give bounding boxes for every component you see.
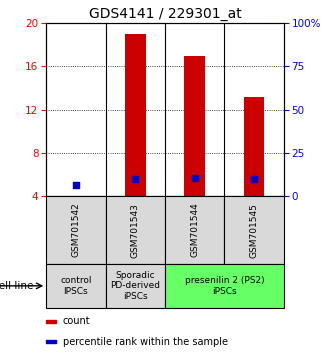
Bar [106,196,165,264]
Bar [46,340,56,343]
Bar [46,320,56,323]
Text: presenilin 2 (PS2)
iPSCs: presenilin 2 (PS2) iPSCs [184,276,264,296]
Point [133,176,138,182]
Bar [165,196,224,264]
Text: GSM701542: GSM701542 [71,203,81,257]
Bar [46,264,106,308]
Text: percentile rank within the sample: percentile rank within the sample [63,337,228,347]
Text: GSM701543: GSM701543 [131,202,140,258]
Text: control
IPSCs: control IPSCs [60,276,92,296]
Bar [184,56,205,196]
Bar [244,97,265,196]
Point [192,176,197,181]
Bar [224,196,284,264]
Text: count: count [63,316,90,326]
Text: Sporadic
PD-derived
iPSCs: Sporadic PD-derived iPSCs [110,271,160,301]
Point [73,182,79,188]
Text: cell line: cell line [0,281,33,291]
Bar [106,264,165,308]
Text: GSM701545: GSM701545 [249,202,259,258]
Point [251,176,257,182]
Text: GSM701544: GSM701544 [190,203,199,257]
Bar [165,264,284,308]
Title: GDS4141 / 229301_at: GDS4141 / 229301_at [89,7,241,21]
Bar [125,34,146,196]
Bar [46,196,106,264]
